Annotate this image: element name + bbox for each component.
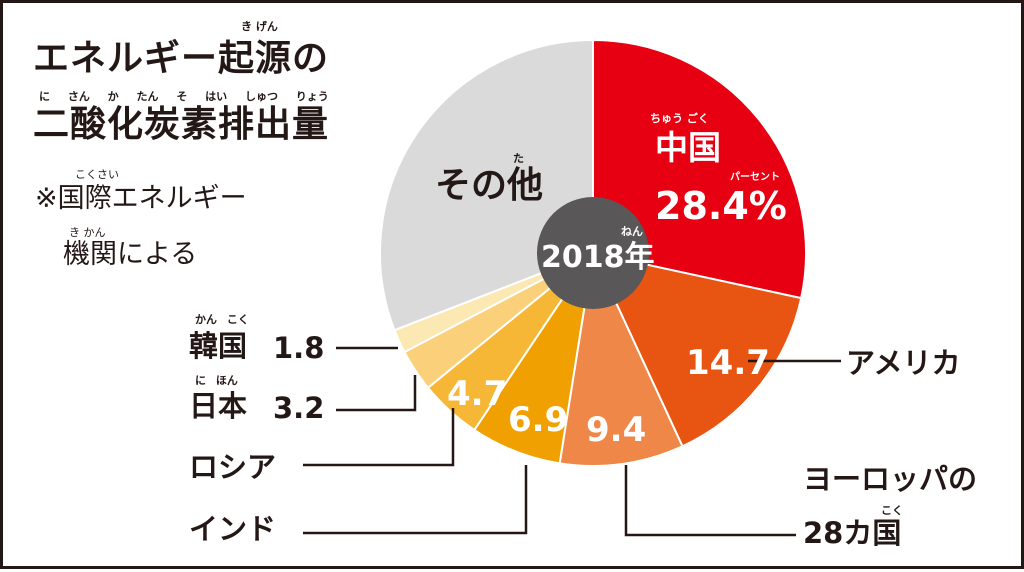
korea-label: 韓国	[189, 329, 248, 363]
note-ruby-kikan: き かん	[69, 226, 106, 239]
china-ruby: ちゅう ごく	[650, 112, 709, 125]
leader-line-japan	[336, 375, 417, 412]
russia-value: 4.7	[447, 374, 508, 414]
source-note-line2: 機関による	[63, 239, 198, 270]
leader-line-india	[303, 465, 528, 535]
pie-slice-china	[592, 38, 807, 300]
center-ruby: ねん	[621, 225, 643, 238]
india-value: 6.9	[508, 400, 569, 440]
europe-ruby: こく	[881, 504, 903, 517]
india-label: インド	[189, 512, 277, 546]
europe-value: 9.4	[586, 410, 647, 450]
leader-line-europe	[624, 465, 796, 537]
source-note-line1: ※国際エネルギー	[35, 183, 247, 214]
japan-ruby: に ほん	[195, 374, 238, 387]
title-ruby-kigen: き げん	[241, 20, 278, 33]
chart-title-line2: 二酸化炭素排出量	[33, 104, 330, 145]
center-circle	[537, 197, 649, 309]
europe-label-line1: ヨーロッパの	[803, 462, 978, 496]
china-value: 28.4%	[655, 184, 787, 228]
note-ruby-kokusai: こくさい	[75, 168, 119, 181]
china-label: 中国	[655, 128, 721, 167]
center-year-label: 2018年	[541, 240, 655, 275]
europe-label-line2: 28カ国	[803, 516, 902, 550]
other-label: その他	[435, 165, 544, 206]
pie-slice-usa	[591, 251, 803, 448]
leader-line-russia	[303, 408, 455, 467]
korea-value: 1.8	[273, 331, 325, 365]
pie-chart	[303, 38, 841, 537]
russia-label: ロシア	[189, 450, 277, 484]
chart-title-line1: エネルギー起源の	[33, 38, 330, 79]
japan-value: 3.2	[273, 391, 325, 425]
usa-value: 14.7	[686, 343, 770, 383]
other-ruby: た	[513, 152, 524, 165]
title-ruby-line2: に さん か たん そ はい しゅつ りょう	[39, 90, 329, 103]
china-unit-ruby: パーセント	[730, 172, 780, 183]
japan-label: 日本	[189, 389, 248, 423]
usa-label: アメリカ	[846, 346, 961, 380]
korea-ruby: かん こく	[195, 313, 249, 326]
